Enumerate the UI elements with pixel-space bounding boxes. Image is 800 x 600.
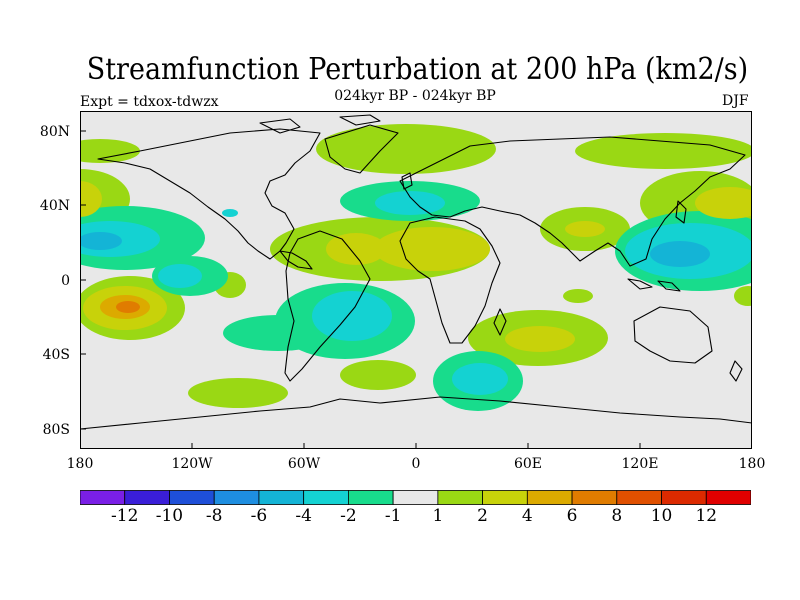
colorbar-box	[347, 490, 394, 505]
colorbar-box	[482, 490, 528, 505]
colorbar-label: -4	[295, 506, 312, 526]
lat-label-40n: 40N	[39, 198, 70, 214]
streamfunction-map	[80, 111, 752, 449]
coastlines	[80, 114, 752, 430]
colorbar-label: -12	[111, 506, 139, 526]
colorbar	[80, 490, 751, 505]
map-subtitle: 024kyr BP - 024kyr BP	[334, 88, 496, 104]
lat-label-40s: 40S	[42, 347, 70, 363]
contour-level-6-8	[116, 301, 140, 313]
colorbar-box	[661, 490, 707, 505]
colorbar-box	[571, 490, 618, 505]
colorbar-label: -8	[205, 506, 223, 526]
colorbar-box	[80, 490, 126, 505]
colorbar-label: -6	[250, 506, 268, 526]
colorbar-label: 12	[695, 506, 718, 526]
map-ticks	[80, 130, 641, 449]
colorbar-label: 10	[650, 506, 673, 526]
colorbar-label: 6	[566, 506, 578, 526]
lon-label-60e: 60E	[513, 456, 543, 472]
lon-label-180w: 180	[66, 456, 94, 472]
colorbar-box	[616, 490, 662, 505]
colorbar-box	[705, 490, 751, 505]
lat-label-80s: 80S	[42, 422, 70, 438]
lon-label-0: 0	[411, 456, 421, 472]
colorbar-box	[303, 490, 349, 505]
lon-label-60w: 60W	[287, 456, 321, 472]
lat-label-80n: 80N	[39, 124, 70, 140]
colorbar-box	[258, 490, 305, 505]
contour-level-2-4	[80, 181, 752, 352]
colorbar-label: -1	[384, 506, 402, 526]
map-title: Streamfunction Perturbation at 200 hPa (…	[86, 52, 749, 87]
colorbar-box	[526, 490, 573, 505]
lat-label-0: 0	[61, 273, 70, 289]
experiment-label: Expt = tdxox-tdwzx	[80, 94, 219, 110]
colorbar-label: 4	[521, 506, 533, 526]
lon-label-120w: 120W	[171, 456, 213, 472]
colorbar-label: 2	[477, 506, 488, 526]
colorbar-box	[169, 490, 215, 505]
lon-label-120e: 120E	[621, 456, 659, 472]
contour-level-neg2-neg4	[80, 191, 752, 395]
lon-label-180e: 180	[738, 456, 766, 472]
colorbar-box	[392, 490, 439, 505]
season-label: DJF	[722, 93, 749, 109]
colorbar-box	[124, 490, 170, 505]
colorbar-label: -2	[340, 506, 357, 526]
colorbar-box	[213, 490, 260, 505]
colorbar-box	[437, 490, 483, 505]
colorbar-label: 1	[432, 506, 444, 526]
colorbar-label: -10	[155, 506, 184, 526]
contour-level-neg4-neg6	[80, 232, 710, 267]
colorbar-label: 8	[611, 506, 623, 526]
